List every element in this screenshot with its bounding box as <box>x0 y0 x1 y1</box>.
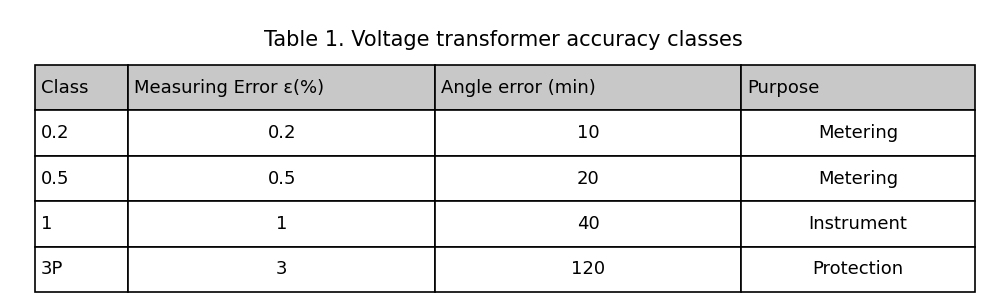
Bar <box>435 156 741 201</box>
Bar <box>435 65 741 110</box>
Text: Angle error (min): Angle error (min) <box>441 79 596 97</box>
Bar <box>129 247 435 292</box>
Bar <box>741 247 975 292</box>
Text: Protection: Protection <box>813 260 903 278</box>
Bar <box>35 201 129 247</box>
Bar <box>129 110 435 156</box>
Text: Purpose: Purpose <box>747 79 820 97</box>
Text: 1: 1 <box>276 215 288 233</box>
Bar <box>129 156 435 201</box>
Bar <box>741 65 975 110</box>
Bar <box>741 156 975 201</box>
Bar <box>35 110 129 156</box>
Bar <box>35 156 129 201</box>
Text: Table 1. Voltage transformer accuracy classes: Table 1. Voltage transformer accuracy cl… <box>264 30 742 50</box>
Bar <box>129 201 435 247</box>
Bar <box>741 110 975 156</box>
Text: 0.2: 0.2 <box>268 124 296 142</box>
Bar <box>35 247 129 292</box>
Bar <box>35 65 129 110</box>
Bar <box>741 201 975 247</box>
Text: 0.2: 0.2 <box>41 124 69 142</box>
Text: 1: 1 <box>41 215 52 233</box>
Text: 3: 3 <box>276 260 288 278</box>
Text: Instrument: Instrument <box>809 215 907 233</box>
Text: 0.5: 0.5 <box>268 169 296 188</box>
Text: 10: 10 <box>576 124 600 142</box>
Bar <box>435 201 741 247</box>
Bar <box>435 110 741 156</box>
Text: Metering: Metering <box>818 124 898 142</box>
Text: Metering: Metering <box>818 169 898 188</box>
Text: Class: Class <box>41 79 89 97</box>
Text: 120: 120 <box>571 260 606 278</box>
Text: 20: 20 <box>576 169 600 188</box>
Text: Measuring Error ε(%): Measuring Error ε(%) <box>135 79 325 97</box>
Text: 3P: 3P <box>41 260 63 278</box>
Text: 40: 40 <box>576 215 600 233</box>
Text: 0.5: 0.5 <box>41 169 69 188</box>
Bar <box>129 65 435 110</box>
Bar <box>435 247 741 292</box>
